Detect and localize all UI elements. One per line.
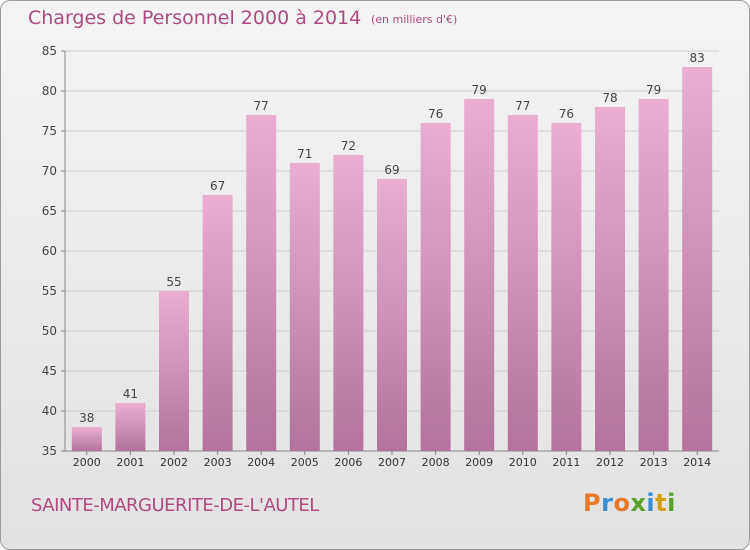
x-tick-label: 2012: [596, 456, 624, 469]
chart-unit: (en milliers d'€): [371, 13, 458, 26]
bar-value-label: 79: [472, 83, 487, 97]
bar-value-label: 72: [341, 139, 356, 153]
bar: [333, 155, 364, 451]
bar-value-label: 55: [166, 275, 181, 289]
x-tick-label: 2007: [378, 456, 406, 469]
bar: [507, 115, 538, 451]
logo-letter: P: [583, 489, 602, 517]
bar-value-label: 41: [123, 387, 138, 401]
y-tick-label: 70: [42, 164, 57, 178]
y-tick-label: 75: [42, 124, 57, 138]
logo-letter: x: [630, 489, 647, 517]
bar: [246, 115, 277, 451]
logo-letter: i: [646, 489, 656, 517]
x-tick-label: 2004: [247, 456, 275, 469]
x-tick-label: 2006: [334, 456, 362, 469]
bar: [289, 163, 320, 451]
y-tick-label: 45: [42, 364, 57, 378]
bar-value-label: 71: [297, 147, 312, 161]
x-tick-label: 2002: [160, 456, 188, 469]
bar-value-label: 83: [690, 51, 705, 65]
logo-letter: o: [613, 489, 631, 517]
bar: [638, 99, 669, 451]
x-tick-label: 2001: [116, 456, 144, 469]
x-tick-label: 2011: [552, 456, 580, 469]
bar-value-label: 76: [559, 107, 574, 121]
y-tick-label: 80: [42, 84, 57, 98]
bar-value-label: 77: [254, 99, 269, 113]
y-tick-label: 65: [42, 204, 57, 218]
bar-value-label: 77: [515, 99, 530, 113]
y-tick-label: 50: [42, 324, 57, 338]
y-tick-label: 35: [42, 444, 57, 458]
x-tick-label: 2009: [465, 456, 493, 469]
bar: [71, 427, 102, 451]
bar: [420, 123, 451, 451]
y-tick-label: 60: [42, 244, 57, 258]
logo-letter: t: [655, 489, 668, 517]
x-tick-label: 2013: [640, 456, 668, 469]
commune-name: SAINTE-MARGUERITE-DE-L'AUTEL: [31, 495, 319, 516]
logo-letter: r: [601, 489, 614, 517]
y-tick-label: 85: [42, 44, 57, 58]
x-tick-label: 2014: [683, 456, 711, 469]
x-tick-label: 2005: [291, 456, 319, 469]
y-tick-label: 55: [42, 284, 57, 298]
bar: [595, 107, 625, 451]
logo-letter: i: [667, 489, 676, 517]
x-tick-label: 2010: [509, 456, 537, 469]
proxiti-logo[interactable]: Proxiti: [583, 489, 676, 517]
x-tick-label: 2003: [204, 456, 232, 469]
bar: [551, 123, 582, 451]
bar: [464, 99, 495, 451]
bar: [202, 195, 233, 451]
bar: [115, 403, 146, 451]
bar-value-label: 69: [384, 163, 399, 177]
x-tick-label: 2000: [73, 456, 101, 469]
bar: [377, 179, 407, 451]
bar: [682, 67, 713, 451]
bar-value-label: 67: [210, 179, 225, 193]
x-tick-label: 2008: [422, 456, 450, 469]
y-tick-label: 40: [42, 404, 57, 418]
bar: [159, 291, 189, 451]
bar-value-label: 79: [646, 83, 661, 97]
bar-value-label: 78: [602, 91, 617, 105]
chart-title: Charges de Personnel 2000 à 2014: [28, 7, 362, 29]
bar-value-label: 38: [79, 411, 94, 425]
bar-value-label: 76: [428, 107, 443, 121]
